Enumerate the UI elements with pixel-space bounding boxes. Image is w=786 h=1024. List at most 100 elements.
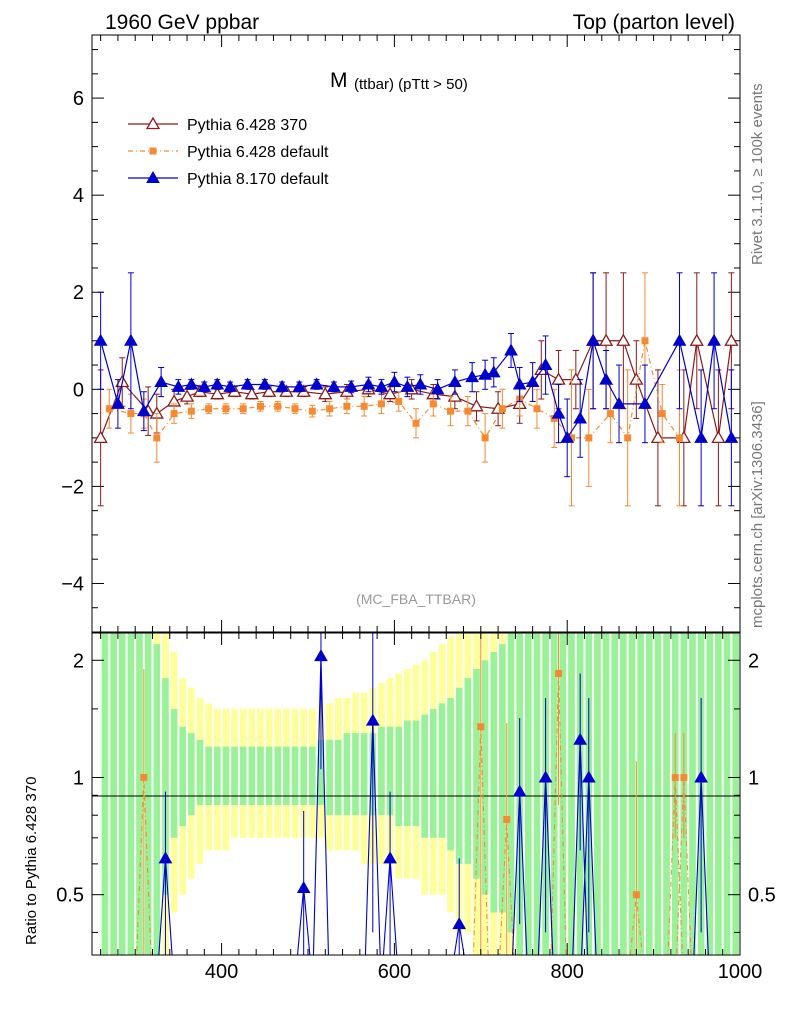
ratio-band-green xyxy=(568,633,575,955)
data-point xyxy=(724,430,739,443)
data-point xyxy=(711,430,726,444)
data-point xyxy=(239,405,247,413)
ratio-band-green xyxy=(723,633,731,955)
data-point xyxy=(179,389,195,402)
data-point xyxy=(93,333,108,346)
ratio-data-point xyxy=(671,773,679,781)
data-point xyxy=(469,398,484,412)
data-point xyxy=(308,407,316,415)
data-point xyxy=(724,333,739,346)
analysis-tag: (MC_FBA_TTBAR) xyxy=(356,591,476,607)
data-point xyxy=(360,402,368,410)
header-right: Top (parton level) xyxy=(573,11,735,34)
ratio-ytick-label: 0.5 xyxy=(56,885,84,907)
ratio-band-green xyxy=(317,739,325,805)
ratio-series-line xyxy=(136,673,692,955)
ratio-band-green xyxy=(309,746,316,805)
legend-label: Pythia 6.428 default xyxy=(187,144,329,161)
ratio-band-green xyxy=(334,739,342,816)
ratio-data-point xyxy=(512,784,527,797)
ratio-band-green xyxy=(136,633,143,955)
data-point xyxy=(291,405,299,413)
main-ytick-label: −2 xyxy=(61,476,84,498)
data-point xyxy=(538,358,553,371)
ratio-band-green xyxy=(213,746,221,805)
data-point xyxy=(244,386,259,400)
ratio-band-green xyxy=(663,633,670,955)
ratio-band-green xyxy=(300,746,307,805)
data-point xyxy=(560,430,575,443)
ratio-data-point xyxy=(314,649,328,662)
ratio-band-green xyxy=(689,633,696,955)
ratio-band-green xyxy=(395,726,403,827)
ratio-band-green xyxy=(101,633,109,955)
ratio-band-green xyxy=(179,726,187,827)
data-point xyxy=(694,430,708,443)
data-point xyxy=(274,402,282,410)
data-point xyxy=(498,405,506,413)
data-point xyxy=(205,405,213,413)
ratio-band-green xyxy=(343,733,351,816)
data-point xyxy=(327,379,341,392)
data-point xyxy=(573,411,588,424)
ratio-band-green xyxy=(412,720,420,827)
plot-title-sub: (ttbar) (pTtt > 50) xyxy=(354,76,468,93)
ratio-band-green xyxy=(153,644,161,955)
ratio-band-green xyxy=(473,668,480,879)
ratio-band-green xyxy=(231,746,238,805)
rivet-label: Rivet 3.1.10, ≥ 100k events xyxy=(749,83,766,265)
data-point xyxy=(374,379,389,392)
data-point xyxy=(707,333,721,346)
ratio-band-green xyxy=(732,633,739,955)
data-point xyxy=(343,402,351,410)
data-point xyxy=(292,379,307,392)
ratio-data-point xyxy=(296,881,311,894)
ratio-xtick-label: 400 xyxy=(205,961,238,983)
data-point xyxy=(585,434,593,442)
ratio-band-green xyxy=(326,739,333,816)
ratio-band-green xyxy=(490,652,498,913)
main-ytick-label: 6 xyxy=(73,88,84,110)
data-point xyxy=(309,377,324,390)
ratio-data-point xyxy=(694,770,708,783)
ratio-band-green xyxy=(429,708,437,838)
data-point xyxy=(551,406,566,419)
data-point xyxy=(400,379,415,392)
ratio-band-green xyxy=(378,726,385,816)
ratio-band-green xyxy=(265,746,273,805)
ratio-band-green xyxy=(421,714,428,838)
data-point xyxy=(598,333,614,346)
data-point xyxy=(240,377,255,390)
main-axis-ticks: −4 −2 0 2 4 6 xyxy=(61,35,741,632)
data-point xyxy=(111,396,125,409)
ratio-band-green xyxy=(283,746,290,805)
ratio-data-point xyxy=(383,851,397,864)
data-point xyxy=(504,343,518,356)
ratio-ytick-label-right: 0.5 xyxy=(748,885,776,907)
ratio-band-green xyxy=(110,633,117,955)
data-point xyxy=(481,434,489,442)
ratio-band-green xyxy=(507,633,515,933)
ratio-frame xyxy=(91,632,741,956)
data-point xyxy=(318,386,333,400)
ratio-band-green xyxy=(222,746,230,805)
ratio-ytick-label-right: 1 xyxy=(748,767,759,789)
ratio-band-green xyxy=(645,633,653,955)
ratio-xtick-label: 600 xyxy=(378,961,411,983)
ratio-data-point xyxy=(158,851,173,864)
data-point xyxy=(629,372,644,385)
data-point xyxy=(187,407,195,415)
data-point xyxy=(222,405,230,413)
ratio-band-green xyxy=(628,633,636,955)
ratio-ytick-label: 1 xyxy=(73,767,84,789)
mcplots-label: mcplots.cern.ch [arXiv:1306.3436] xyxy=(749,401,766,628)
data-point xyxy=(606,410,614,418)
ratio-band-green xyxy=(257,746,264,805)
data-point xyxy=(361,377,376,390)
ratio-band-green xyxy=(386,726,394,816)
ratio-band-green xyxy=(144,633,152,955)
ratio-data-point xyxy=(555,669,563,677)
ratio-band-green xyxy=(438,703,446,838)
ratio-band-green xyxy=(706,633,714,955)
